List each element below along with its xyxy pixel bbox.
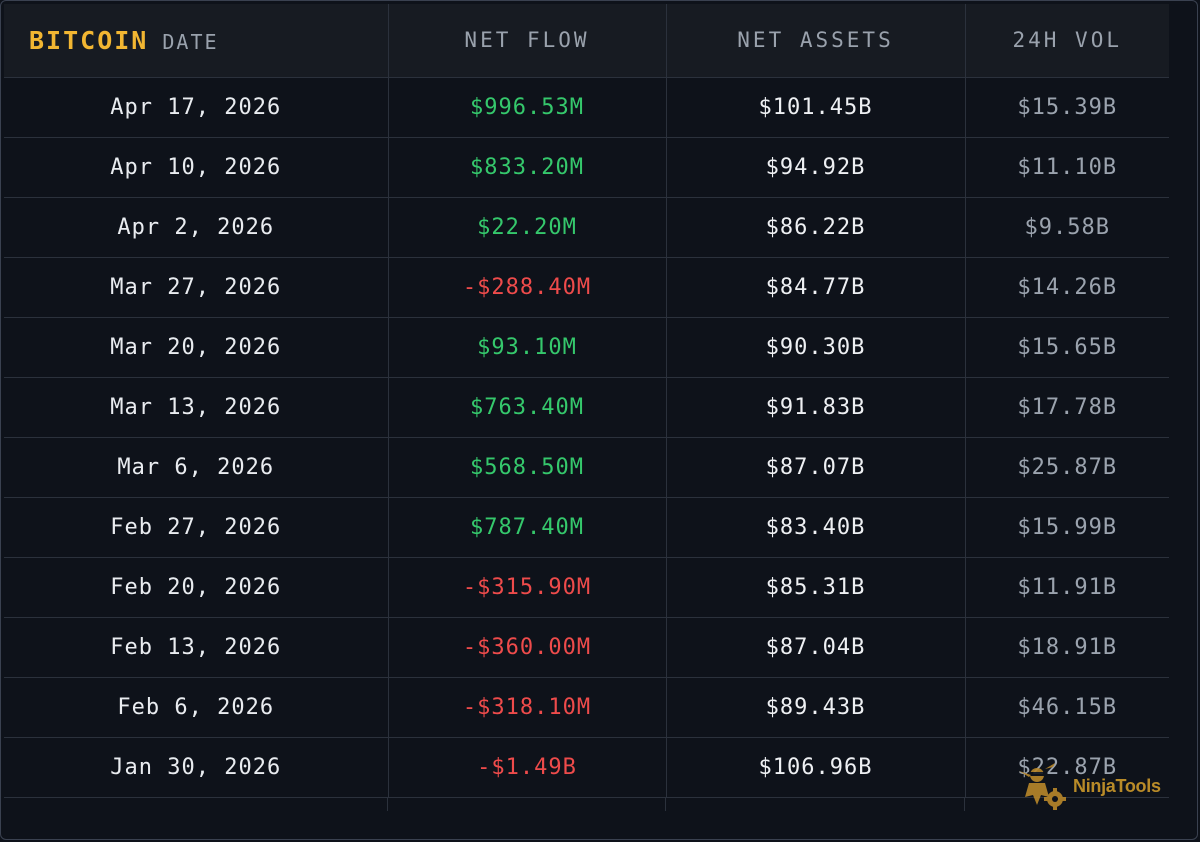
volume-cell: $15.65B: [965, 317, 1169, 378]
net-flow-cell: $93.10M: [388, 317, 667, 378]
volume-cell: $9.58B: [965, 197, 1169, 258]
net-flow-cell: -$288.40M: [388, 257, 667, 318]
net-assets-cell: $89.43B: [666, 677, 966, 738]
volume-cell: $11.10B: [965, 137, 1169, 198]
ninjatools-watermark: NinjaTools: [1017, 761, 1161, 811]
table-row[interactable]: Feb 6, 2026 -$318.10M $89.43B $46.15B: [4, 677, 1169, 738]
table-row[interactable]: Feb 20, 2026 -$315.90M $85.31B $11.91B: [4, 557, 1169, 618]
net-flow-cell: $833.20M: [388, 137, 667, 198]
net-flow-cell: -$315.90M: [388, 557, 667, 618]
table-row[interactable]: Mar 27, 2026 -$288.40M $84.77B $14.26B: [4, 257, 1169, 318]
table-row[interactable]: Feb 27, 2026 $787.40M $83.40B $15.99B: [4, 497, 1169, 558]
table-footer-gridlines: [4, 797, 1169, 811]
net-flow-column-header[interactable]: NET FLOW: [388, 4, 667, 78]
table-row[interactable]: Mar 20, 2026 $93.10M $90.30B $15.65B: [4, 317, 1169, 378]
net-flow-cell: $996.53M: [388, 77, 667, 138]
volume-column-header[interactable]: 24H VOL: [965, 4, 1169, 78]
net-flow-cell: -$318.10M: [388, 677, 667, 738]
date-cell: Jan 30, 2026: [4, 737, 389, 798]
volume-cell: $15.39B: [965, 77, 1169, 138]
net-flow-cell: $22.20M: [388, 197, 667, 258]
volume-cell: $46.15B: [965, 677, 1169, 738]
table-row[interactable]: Apr 10, 2026 $833.20M $94.92B $11.10B: [4, 137, 1169, 198]
date-cell: Mar 20, 2026: [4, 317, 389, 378]
date-cell: Mar 6, 2026: [4, 437, 389, 498]
net-assets-cell: $91.83B: [666, 377, 966, 438]
volume-cell: $15.99B: [965, 497, 1169, 558]
date-cell: Feb 20, 2026: [4, 557, 389, 618]
net-assets-cell: $90.30B: [666, 317, 966, 378]
volume-cell: $25.87B: [965, 437, 1169, 498]
net-assets-cell: $87.04B: [666, 617, 966, 678]
net-assets-cell: $94.92B: [666, 137, 966, 198]
date-cell: Mar 27, 2026: [4, 257, 389, 318]
table-row[interactable]: Feb 13, 2026 -$360.00M $87.04B $18.91B: [4, 617, 1169, 678]
date-cell: Mar 13, 2026: [4, 377, 389, 438]
volume-cell: $22.87B: [965, 737, 1169, 798]
date-cell: Feb 6, 2026: [4, 677, 389, 738]
watermark-text: NinjaTools: [1073, 775, 1161, 796]
table-row[interactable]: Mar 6, 2026 $568.50M $87.07B $25.87B: [4, 437, 1169, 498]
net-flow-cell: $787.40M: [388, 497, 667, 558]
ninja-icon: [1017, 761, 1071, 811]
table-row[interactable]: Mar 13, 2026 $763.40M $91.83B $17.78B: [4, 377, 1169, 438]
net-assets-cell: $106.96B: [666, 737, 966, 798]
net-flow-cell: -$360.00M: [388, 617, 667, 678]
volume-cell: $18.91B: [965, 617, 1169, 678]
table-row[interactable]: Apr 2, 2026 $22.20M $86.22B $9.58B: [4, 197, 1169, 258]
net-flow-cell: -$1.49B: [388, 737, 667, 798]
date-column-header[interactable]: BITCOIN DATE: [4, 4, 389, 78]
date-cell: Feb 27, 2026: [4, 497, 389, 558]
asset-name: BITCOIN: [29, 25, 149, 55]
net-assets-cell: $85.31B: [666, 557, 966, 618]
date-cell: Apr 10, 2026: [4, 137, 389, 198]
volume-cell: $14.26B: [965, 257, 1169, 318]
date-cell: Apr 17, 2026: [4, 77, 389, 138]
bitcoin-etf-table: BITCOIN DATE NET FLOW NET ASSETS 24H VOL …: [4, 4, 1169, 798]
net-assets-cell: $83.40B: [666, 497, 966, 558]
volume-cell: $11.91B: [965, 557, 1169, 618]
volume-cell: $17.78B: [965, 377, 1169, 438]
net-assets-cell: $101.45B: [666, 77, 966, 138]
table-header-row: BITCOIN DATE NET FLOW NET ASSETS 24H VOL: [4, 4, 1169, 78]
net-flow-cell: $568.50M: [388, 437, 667, 498]
date-cell: Feb 13, 2026: [4, 617, 389, 678]
date-header-label: DATE: [162, 29, 219, 54]
table-row[interactable]: Apr 17, 2026 $996.53M $101.45B $15.39B: [4, 77, 1169, 138]
table-row[interactable]: Jan 30, 2026 -$1.49B $106.96B $22.87B: [4, 737, 1169, 798]
net-assets-cell: $87.07B: [666, 437, 966, 498]
net-flow-cell: $763.40M: [388, 377, 667, 438]
date-cell: Apr 2, 2026: [4, 197, 389, 258]
net-assets-cell: $84.77B: [666, 257, 966, 318]
net-assets-cell: $86.22B: [666, 197, 966, 258]
net-assets-column-header[interactable]: NET ASSETS: [666, 4, 966, 78]
